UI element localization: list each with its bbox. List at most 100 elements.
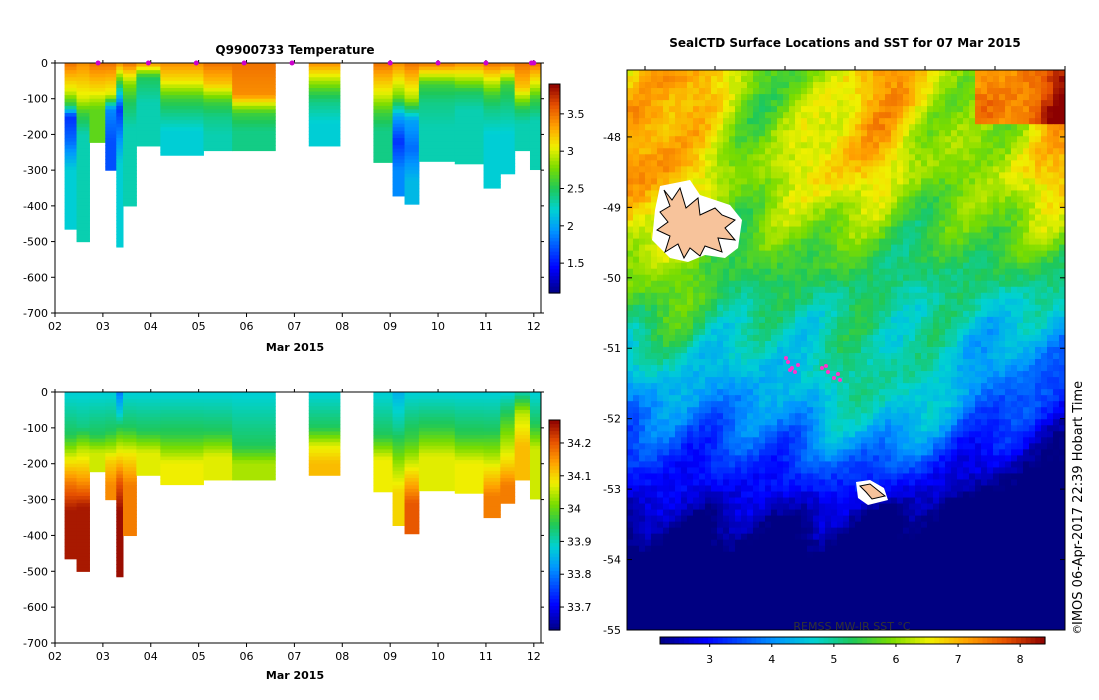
sst-cell — [1029, 190, 1036, 197]
temperature-cast-cell — [76, 88, 90, 93]
salinity-cast-cell — [203, 442, 233, 447]
sst-cell — [831, 244, 838, 252]
sst-cell — [1059, 310, 1066, 318]
sst-cell — [879, 70, 886, 77]
sst-cell — [1005, 214, 1012, 222]
sst-cell — [903, 268, 910, 276]
temperature-cast-cell — [76, 91, 90, 96]
sst-cell — [825, 106, 832, 113]
sst-cell — [771, 244, 778, 252]
sst-cell — [795, 250, 802, 258]
sst-cell — [849, 214, 856, 222]
sst-cell — [819, 112, 826, 119]
sst-cell — [1023, 244, 1030, 252]
sst-cell — [891, 202, 898, 209]
temperature-cast-cell — [483, 180, 501, 186]
sst-cell — [1029, 220, 1036, 228]
sst-cell — [1053, 244, 1060, 252]
salinity-cast-cell — [500, 409, 516, 415]
sst-cell — [789, 160, 796, 167]
sst-cell — [903, 142, 910, 149]
temperature-title: Q9900733 Temperature — [215, 43, 374, 57]
sst-cell — [729, 304, 736, 312]
sst-cell — [789, 112, 796, 119]
sst-cell — [657, 154, 664, 161]
temperature-cast-cell — [64, 177, 78, 182]
sst-cell — [1011, 298, 1018, 306]
sst-cell — [759, 166, 766, 173]
sst-cell — [753, 268, 760, 276]
sst-cell — [855, 172, 862, 179]
sst-cell — [813, 106, 820, 113]
sst-cell — [1029, 148, 1036, 155]
salinity-cast-cell — [373, 481, 394, 486]
sst-cell — [825, 214, 832, 222]
salinity-cast-cell — [454, 417, 485, 422]
sst-cell — [663, 136, 670, 143]
sst-cell — [789, 244, 796, 252]
sst-cell — [915, 316, 922, 324]
sst-cell — [891, 232, 898, 240]
sst-cell — [849, 220, 856, 228]
salinity-cast-cell — [64, 474, 78, 479]
sst-cell — [981, 220, 988, 228]
salinity-cast-cell — [116, 463, 124, 468]
sst-cell — [747, 310, 754, 318]
salinity-cast-cell — [203, 395, 233, 400]
sst-cell — [909, 208, 916, 216]
temperature-colorbar-segment — [549, 226, 560, 231]
salinity-cast-cell — [76, 503, 90, 508]
salinity-cast-cell — [373, 474, 394, 479]
sst-cell — [831, 190, 838, 197]
sst-cell — [627, 328, 634, 336]
sst-cell — [819, 268, 826, 276]
sst-cell — [771, 130, 778, 137]
salinity-cast-cell — [64, 517, 78, 522]
salinity-colorbar-segment — [549, 465, 560, 470]
sst-cell — [765, 100, 772, 107]
sst-cell — [915, 202, 922, 209]
sst-cell — [999, 220, 1006, 228]
salinity-cast-cell — [203, 402, 233, 407]
sst-cell — [987, 304, 994, 312]
sst-cell — [915, 160, 922, 167]
sst-cell — [747, 304, 754, 312]
sst-cell — [975, 292, 982, 300]
salinity-cast-cell — [454, 485, 485, 490]
temperature-cast-cell — [454, 73, 485, 78]
sst-cell — [651, 304, 658, 312]
sst-cell — [945, 268, 952, 276]
sst-cell — [717, 334, 724, 342]
sst-cell — [1029, 196, 1036, 203]
sst-cell — [717, 148, 724, 155]
temperature-cast-cell — [116, 141, 124, 146]
sst-cell — [645, 172, 652, 179]
sst-cell — [897, 268, 904, 276]
salinity-cast-cell — [418, 485, 456, 490]
sst-cell — [1017, 184, 1024, 191]
temperature-cast-cell — [404, 109, 420, 114]
temperature-profile-marker — [387, 60, 393, 66]
sst-cell — [933, 70, 940, 77]
sst-cell — [1005, 208, 1012, 216]
temperature-cast-cell — [105, 91, 117, 96]
sst-cell — [819, 310, 826, 318]
temperature-cast-cell — [392, 113, 406, 118]
sst-cell — [831, 280, 838, 288]
sst-cell — [753, 70, 760, 77]
salinity-cast-cell — [64, 503, 78, 508]
sst-cell — [897, 190, 904, 197]
sst-cell — [807, 256, 814, 264]
salinity-cast-cell — [160, 478, 204, 483]
salinity-cast-cell — [116, 424, 124, 429]
temperature-cast-cell — [89, 109, 106, 114]
temperature-cast-cell — [116, 66, 124, 71]
sst-cell — [861, 292, 868, 300]
sst-cell — [681, 112, 688, 119]
sst-cell — [759, 100, 766, 107]
sst-cell — [1011, 184, 1018, 191]
sst-cell — [867, 154, 874, 161]
sst-cell — [1035, 256, 1042, 264]
sst-cell — [639, 100, 646, 107]
sst-cell — [861, 178, 868, 185]
